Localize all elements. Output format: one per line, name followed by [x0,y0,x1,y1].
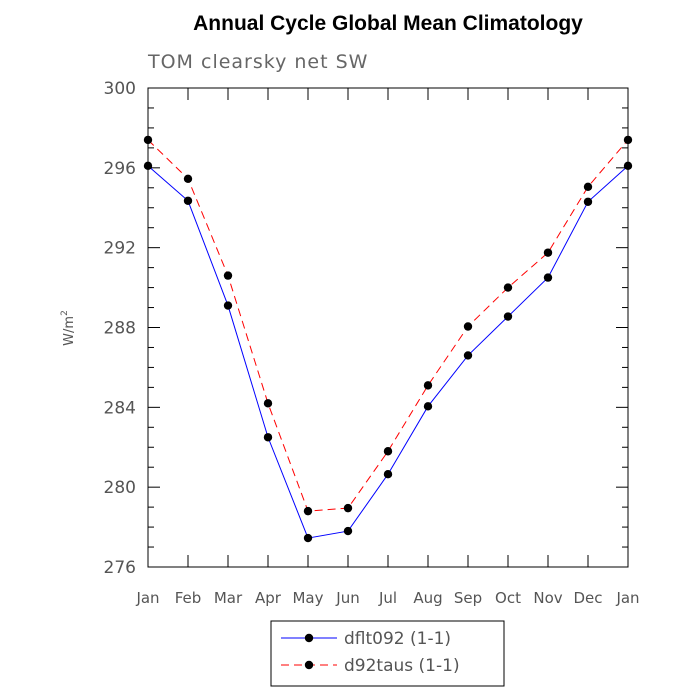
x-tick-label: Sep [454,589,482,607]
x-tick-label: Jan [135,589,159,607]
data-point-series-1 [383,447,393,456]
x-tick-label: Jan [615,589,639,607]
y-tick-label: 292 [104,239,136,259]
data-point-series-1 [463,322,473,331]
y-tick-label: 288 [104,319,136,339]
data-point-series-0 [583,197,593,206]
data-point-series-0 [223,301,233,310]
axes [147,87,629,568]
data-point-series-1 [503,283,513,292]
data-point-series-0 [543,273,553,282]
x-tick-label: Apr [255,589,282,607]
y-axis-label-text: W/m [62,316,77,346]
x-tick-label: May [292,589,323,607]
legend-label-d92taus: d92taus (1-1) [344,656,460,676]
data-point-series-1 [343,503,353,513]
x-tick-label: Mar [214,589,243,607]
legend-box [270,620,505,687]
legend-marker-dflt092 [304,633,314,643]
y-axis-label: W/m2 [60,310,77,346]
y-tick-label: 284 [104,398,136,418]
data-point-series-0 [423,402,433,411]
y-axis-label-superscript: 2 [60,310,70,316]
data-point-series-0 [623,161,633,171]
data-point-series-1 [303,506,313,516]
x-tick-label: Feb [175,589,202,607]
data-point-series-1 [143,135,153,145]
legend-marker-d92taus [304,660,314,670]
data-point-series-0 [263,433,273,442]
x-tick-label: Jun [335,589,359,607]
data-point-series-0 [463,351,473,360]
data-point-series-1 [543,248,553,257]
data-point-series-1 [623,135,633,145]
data-point-series-1 [583,182,593,191]
data-point-series-0 [183,196,193,205]
series-group [143,135,633,543]
data-point-series-1 [223,271,233,280]
legend: dflt092 (1-1) d92taus (1-1) [270,620,505,687]
data-point-series-1 [263,399,273,408]
series-line-0 [147,165,629,539]
x-tick-label: Oct [495,589,521,607]
legend-label-dflt092: dflt092 (1-1) [344,629,451,649]
y-tick-label: 296 [104,159,136,179]
plot-frame [147,87,629,568]
x-tick-label: Jul [378,589,397,607]
data-point-series-0 [343,526,353,536]
y-tick-label: 276 [104,558,136,578]
x-tick-label: Aug [413,589,442,607]
y-tick-labels: 276 280 284 288 292 296 300 [104,79,136,578]
y-tick-label: 300 [104,79,136,99]
y-tick-label: 280 [104,478,136,498]
data-point-series-0 [143,161,153,171]
data-point-series-1 [183,174,193,184]
x-tick-labels: Jan Feb Mar Apr May Jun Jul Aug Sep Oct Nov Dec Jan [135,589,639,607]
data-point-series-1 [423,381,433,390]
chart-subtitle: TOM clearsky net SW [147,51,368,73]
x-tick-label: Nov [533,589,562,607]
x-tick-label: Dec [573,589,602,607]
data-point-series-0 [503,312,513,321]
chart-title: Annual Cycle Global Mean Climatology [193,12,583,35]
data-point-series-0 [303,533,313,543]
data-point-series-0 [383,469,393,479]
